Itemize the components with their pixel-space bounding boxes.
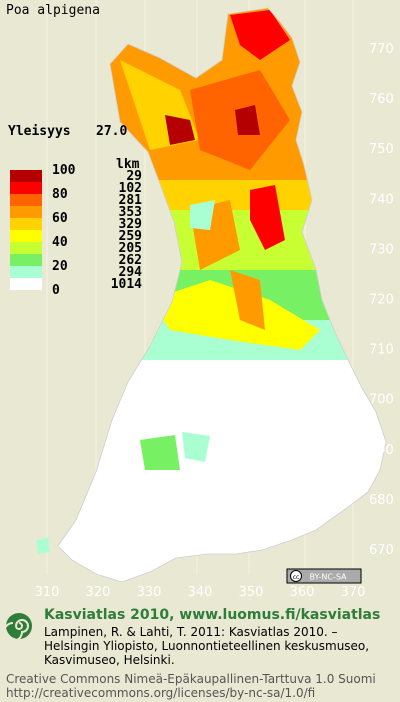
- legend-class-label: 80: [52, 187, 68, 202]
- legend-swatch: [10, 254, 42, 266]
- logo: [3, 613, 32, 642]
- license-line: Creative Commons Nimeä-Epäkaupallinen-Ta…: [6, 672, 376, 686]
- legend-class-label: 20: [52, 259, 68, 274]
- legend-count: 102: [119, 181, 142, 196]
- map-outline: [57, 7, 387, 583]
- y-tick-label: 670: [369, 543, 394, 558]
- species-name: Poa alpigena: [6, 3, 100, 18]
- footer-heading: Kasviatlas 2010, www.luomus.fi/kasviatla…: [44, 607, 380, 623]
- y-tick-label: 690: [369, 443, 394, 458]
- legend-count: 294: [119, 265, 143, 280]
- x-tick-label: 330: [137, 585, 162, 600]
- legend-swatch: [10, 266, 42, 278]
- distribution-map: [58, 8, 386, 582]
- y-tick-label: 720: [369, 293, 394, 308]
- legend-count: 262: [119, 253, 142, 268]
- x-tick-label: 320: [86, 585, 111, 600]
- x-tick-label: 350: [239, 585, 264, 600]
- y-tick-label: 760: [369, 92, 394, 107]
- citation-line: Kasvimuseo, Helsinki.: [44, 653, 175, 667]
- x-tick-label: 340: [188, 585, 213, 600]
- y-tick-label: 750: [369, 142, 394, 157]
- citation-line: Helsingin Yliopisto, Luonnontieteellinen…: [44, 639, 369, 653]
- legend-swatch: [10, 206, 42, 218]
- citation-line: Lampinen, R. & Lahti, T. 2011: Kasviatla…: [44, 625, 338, 639]
- legend-swatch: [10, 170, 42, 182]
- y-tick-label: 680: [369, 493, 394, 508]
- legend-class-label: 40: [52, 235, 68, 250]
- legend-count: 329: [119, 217, 142, 232]
- y-tick-label: 730: [369, 242, 394, 257]
- legend-count: 353: [119, 205, 142, 220]
- y-tick-label: 710: [369, 343, 394, 358]
- legend: 100 80 60 40 20 0 2910228135332925920526229410…: [10, 163, 142, 298]
- svg-text:cc: cc: [293, 574, 300, 581]
- count-header: lkm: [116, 157, 140, 172]
- x-tick-label: 370: [341, 585, 366, 600]
- y-tick-label: 770: [369, 42, 394, 57]
- license-badge-text: BY-NC-SA: [309, 573, 347, 582]
- frequency-value: 27.0: [96, 124, 127, 139]
- legend-swatch: [10, 242, 42, 254]
- legend-class-label: 100: [52, 163, 76, 178]
- legend-count: 281: [119, 193, 143, 208]
- legend-count: 205: [119, 241, 142, 256]
- legend-swatch: [10, 218, 42, 230]
- legend-swatch: [10, 230, 42, 242]
- legend-swatch: [10, 194, 42, 206]
- legend-count: 1014: [111, 277, 142, 292]
- frequency-label: Yleisyys: [8, 124, 71, 139]
- legend-count: 259: [119, 229, 142, 244]
- axis-ticks: 770 760 750 740 730 720 710 700 690 680 670 310 320 3…: [35, 42, 394, 600]
- x-tick-label: 310: [35, 585, 60, 600]
- license-line: http://creativecommons.org/licenses/by-n…: [6, 686, 315, 700]
- island: [36, 538, 50, 554]
- legend-swatch: [10, 182, 42, 194]
- legend-class-label: 60: [52, 211, 68, 226]
- legend-count: 29: [126, 169, 142, 184]
- y-tick-label: 700: [369, 393, 394, 408]
- legend-swatch: [10, 278, 42, 290]
- y-tick-label: 740: [369, 192, 394, 207]
- x-tick-label: 360: [290, 585, 315, 600]
- license-badge: cc BY-NC-SA: [286, 568, 362, 584]
- legend-class-label: 0: [52, 283, 60, 298]
